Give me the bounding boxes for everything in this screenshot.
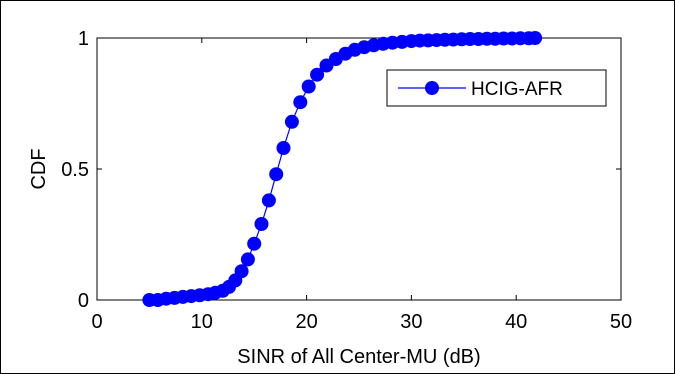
data-point-20 — [293, 95, 308, 110]
data-point-12 — [234, 264, 249, 279]
ticks-layer: 0 10 20 30 40 50 0 0.5 1 — [61, 28, 632, 333]
x-tick-label-3: 30 — [400, 311, 422, 333]
y-tick-label-1: 0.5 — [61, 159, 89, 181]
data-point-21 — [301, 79, 316, 94]
x-tick-label-5: 50 — [610, 311, 632, 333]
legend: HCIG-AFR — [386, 69, 607, 107]
x-axis-label: SINR of All Center-MU (dB) — [237, 346, 480, 368]
data-point-17 — [269, 167, 284, 182]
y-axis-label: CDF — [28, 148, 50, 189]
data-point-19 — [284, 114, 299, 129]
y-tick-label-0: 0 — [78, 290, 89, 312]
data-point-16 — [261, 193, 276, 208]
y-tick-label-2: 1 — [78, 28, 89, 50]
data-point-22 — [310, 67, 325, 82]
data-point-14 — [247, 236, 262, 251]
x-tick-label-4: 40 — [505, 311, 527, 333]
x-tick-label-1: 10 — [191, 311, 213, 333]
legend-label: HCIG-AFR — [471, 79, 563, 100]
data-point-47 — [528, 31, 543, 45]
data-point-18 — [276, 141, 291, 155]
data-point-13 — [240, 252, 255, 267]
data-point-15 — [254, 217, 269, 231]
x-tick-label-0: 0 — [91, 311, 102, 333]
x-tick-label-2: 20 — [295, 311, 317, 333]
series-layer — [142, 31, 543, 307]
legend-marker — [425, 81, 439, 95]
